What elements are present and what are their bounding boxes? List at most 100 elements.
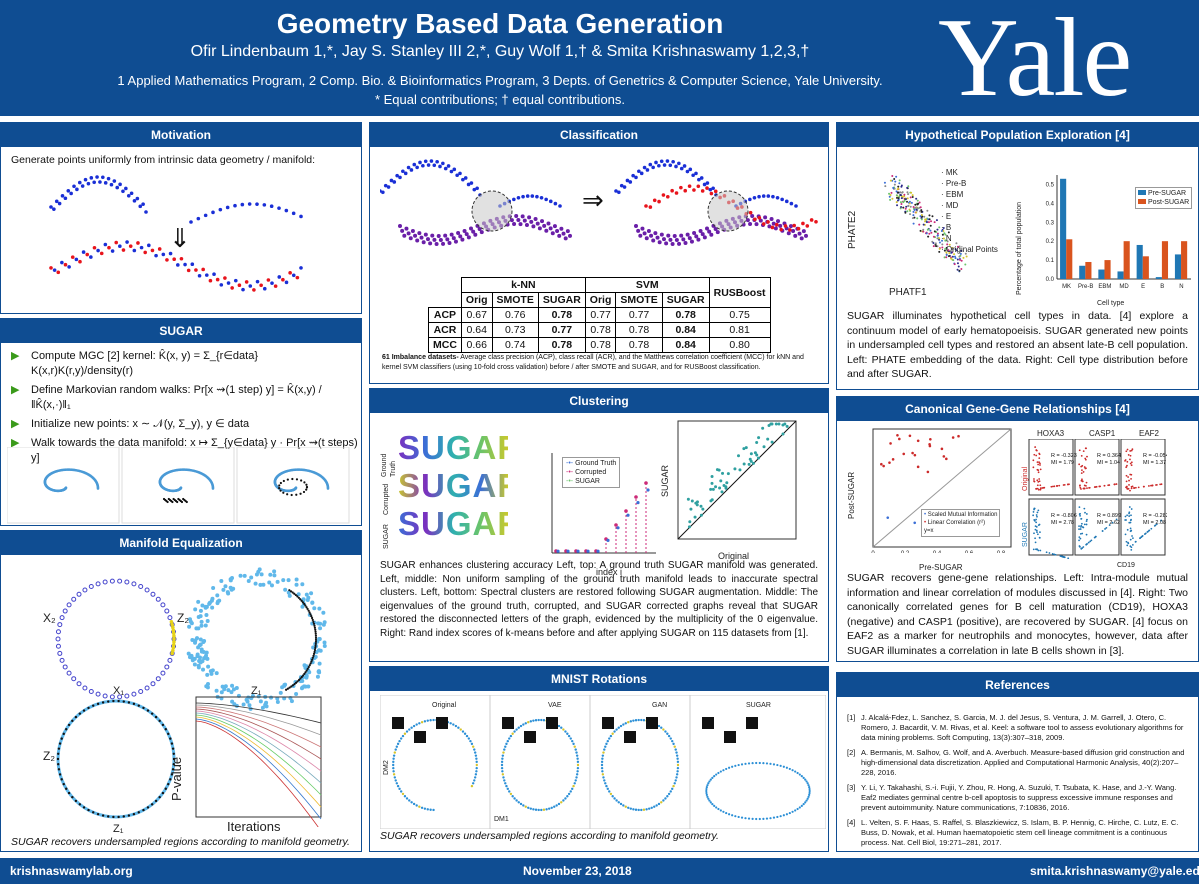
mnist-label-gan: GAN	[652, 702, 668, 709]
axis-label-z1: Z₁	[251, 685, 262, 697]
triangle-bullet-icon: ▶	[11, 437, 20, 449]
circle-point	[144, 587, 150, 593]
data-point	[638, 233, 643, 238]
data-point	[661, 193, 666, 197]
data-point	[473, 748, 476, 751]
data-point	[1155, 523, 1158, 526]
data-point	[299, 266, 303, 270]
circle-point	[155, 676, 161, 682]
data-point	[471, 782, 475, 785]
data-point	[808, 789, 811, 793]
data-point	[938, 238, 941, 241]
legend-pre-sugar: Pre-SUGAR	[1138, 189, 1189, 198]
data-point	[415, 804, 418, 807]
data-point	[687, 525, 691, 529]
data-point	[809, 218, 814, 222]
data-point	[415, 238, 420, 243]
data-point	[299, 598, 302, 601]
data-point	[1035, 525, 1038, 528]
data-point	[1129, 545, 1132, 548]
data-point	[1130, 549, 1133, 551]
data-point	[737, 763, 740, 767]
data-point	[310, 616, 314, 620]
bar-xlabel: Cell type	[1097, 300, 1125, 307]
footer-website-link[interactable]: krishnaswamylab.org	[10, 864, 133, 878]
data-point	[892, 186, 895, 189]
data-point	[56, 757, 60, 761]
phate-ylabel: PHATE2	[847, 210, 858, 249]
data-point	[722, 483, 726, 487]
data-point	[1033, 532, 1035, 535]
data-point	[1133, 487, 1136, 489]
data-point	[1086, 518, 1088, 521]
data-point	[775, 195, 780, 200]
data-point	[308, 664, 311, 667]
data-point	[171, 648, 175, 653]
data-point	[569, 737, 572, 740]
circle-point	[109, 694, 115, 700]
data-point	[455, 173, 459, 178]
data-point	[165, 258, 169, 262]
gene-legend: • Scaled Mutual Information • Linear Cor…	[921, 509, 1001, 537]
data-point	[666, 732, 669, 735]
data-point	[457, 726, 460, 729]
data-point	[199, 623, 204, 628]
data-point	[576, 770, 579, 773]
data-point	[326, 487, 330, 490]
data-point	[653, 231, 658, 236]
data-point	[776, 763, 779, 767]
data-point	[1081, 478, 1083, 481]
data-point	[1036, 533, 1039, 536]
data-point	[794, 204, 798, 208]
footer-email-link[interactable]: smita.krishnaswamy@yale.edu	[1030, 864, 1199, 878]
data-point	[544, 228, 549, 233]
data-point	[573, 745, 576, 748]
data-point	[147, 243, 151, 248]
bar-post-sugar	[1142, 256, 1149, 279]
data-point	[500, 760, 504, 764]
neighborhood-circle	[471, 190, 513, 232]
data-point	[753, 217, 757, 222]
data-point	[137, 811, 140, 814]
data-point	[657, 724, 661, 728]
data-point	[1036, 511, 1039, 514]
data-point	[300, 675, 303, 679]
data-point	[512, 197, 516, 202]
data-point	[674, 748, 677, 751]
data-point	[154, 799, 158, 803]
data-point	[604, 782, 607, 785]
data-point	[283, 587, 288, 592]
data-point	[789, 201, 794, 206]
circle-point	[167, 657, 173, 663]
data-point	[1125, 519, 1127, 521]
data-point	[475, 757, 478, 760]
data-point	[313, 626, 317, 629]
data-point	[132, 702, 136, 706]
data-point	[1063, 483, 1066, 486]
data-point	[779, 227, 783, 232]
table-group-svm: SVM	[584, 277, 710, 293]
data-point	[941, 246, 944, 249]
data-point	[576, 766, 580, 770]
table-group-knn: k-NN	[460, 277, 586, 293]
data-point	[705, 787, 708, 791]
classification-figure	[380, 159, 818, 246]
data-point	[929, 224, 932, 227]
data-point	[201, 267, 205, 272]
data-point	[473, 776, 477, 779]
data-point	[465, 734, 469, 738]
data-point	[947, 255, 950, 258]
data-point	[919, 229, 922, 232]
data-point	[904, 207, 907, 210]
data-point	[219, 690, 224, 695]
data-point	[82, 709, 86, 712]
data-point	[410, 726, 413, 729]
data-point	[791, 810, 794, 813]
data-point	[247, 703, 252, 708]
data-point	[314, 628, 317, 631]
hypothetical-title: Hypothetical Population Exploration [4]	[837, 123, 1198, 147]
data-point	[711, 487, 715, 491]
data-point	[718, 486, 722, 490]
data-point	[943, 249, 946, 252]
data-point	[896, 196, 899, 199]
